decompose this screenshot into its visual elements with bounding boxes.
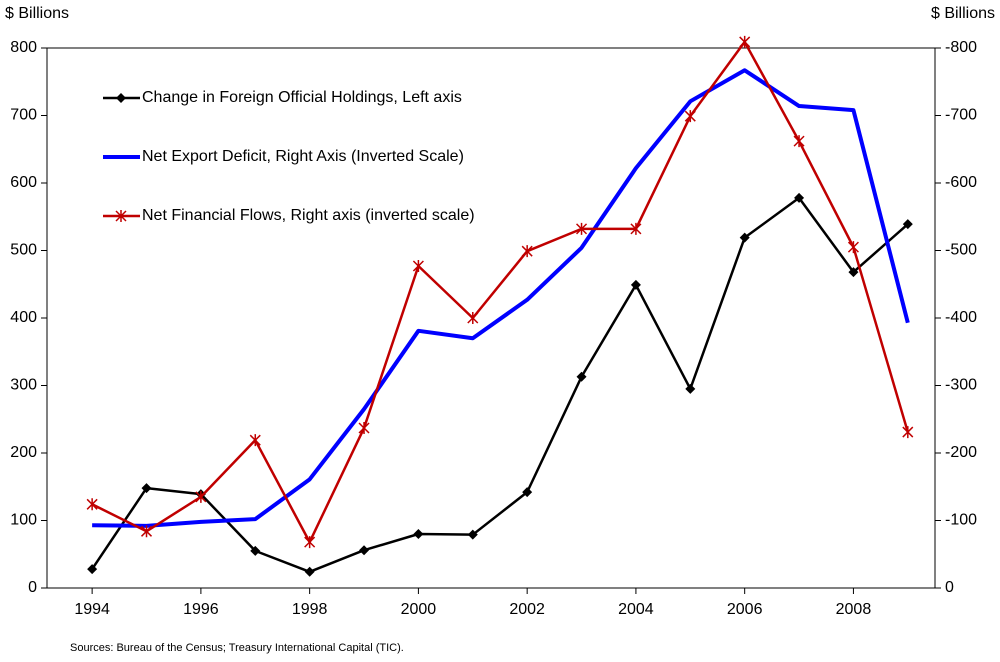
series-marker <box>576 222 588 235</box>
series-marker <box>467 312 479 324</box>
series-marker <box>250 545 261 556</box>
y-tick-label: 200 <box>10 444 37 461</box>
series-line <box>91 196 909 574</box>
y2-tick-label: -400 <box>945 309 977 326</box>
series-marker <box>359 545 370 556</box>
series-marker <box>140 525 153 538</box>
y2-tick-label: -700 <box>945 107 977 124</box>
series-marker <box>847 241 859 254</box>
x-tick-label: 2004 <box>618 601 654 618</box>
y-tick-label: 400 <box>10 309 37 326</box>
series-marker <box>87 564 98 575</box>
series-marker <box>848 267 859 278</box>
series-marker <box>522 487 533 498</box>
series-marker <box>304 536 316 549</box>
x-tick-label: 1996 <box>183 601 219 618</box>
y2-tick-label: -600 <box>945 174 977 191</box>
series-marker <box>794 192 805 203</box>
series-marker <box>195 490 207 503</box>
series-marker <box>902 219 913 230</box>
x-tick-label: 2000 <box>401 601 437 618</box>
y-tick-label: 0 <box>28 579 37 596</box>
series-marker <box>304 566 315 577</box>
y2-axis-label: $ Billions <box>931 5 995 22</box>
y-tick-label: 600 <box>10 174 37 191</box>
x-tick-label: 2006 <box>727 601 763 618</box>
series-marker <box>249 434 261 447</box>
series-marker <box>630 222 642 235</box>
series-marker <box>358 422 370 435</box>
legend-label: Net Export Deficit, Right Axis (Inverted… <box>142 148 464 165</box>
y2-tick-label: -300 <box>945 377 977 394</box>
x-tick-label: 1994 <box>74 601 110 618</box>
series-marker <box>86 498 98 511</box>
legend-label: Net Financial Flows, Right axis (inverte… <box>142 207 475 224</box>
plot-frame <box>46 47 936 589</box>
y-tick-label: 700 <box>10 107 37 124</box>
series-marker <box>141 483 152 494</box>
series-marker <box>793 135 805 148</box>
y-tick-label: 500 <box>10 242 37 259</box>
series-line <box>92 68 910 528</box>
y2-tick-label: 0 <box>945 579 954 596</box>
x-tick-label: 1998 <box>292 601 328 618</box>
legend-marker <box>115 210 127 222</box>
series-marker <box>576 371 587 382</box>
series-marker <box>902 426 914 439</box>
y-tick-label: 300 <box>10 377 37 394</box>
series-marker <box>467 529 478 540</box>
series-marker <box>739 35 751 48</box>
series-marker <box>684 110 696 123</box>
series-line <box>91 40 910 544</box>
series-marker <box>739 232 750 243</box>
y2-tick-label: -100 <box>945 512 977 529</box>
legend-label: Change in Foreign Official Holdings, Lef… <box>142 89 462 106</box>
y-axis-label: $ Billions <box>5 5 69 22</box>
y2-tick-label: -500 <box>945 242 977 259</box>
series-marker <box>413 529 424 539</box>
y-tick-label: 100 <box>10 512 37 529</box>
series-marker <box>630 279 641 290</box>
series-marker <box>412 260 424 273</box>
source-note: Sources: Bureau of the Census; Treasury … <box>70 642 404 654</box>
y2-tick-label: -800 <box>945 39 977 56</box>
x-tick-label: 2002 <box>509 601 545 618</box>
x-tick-label: 2008 <box>836 601 872 618</box>
series-marker <box>685 383 696 394</box>
legend-marker <box>116 93 126 103</box>
y-tick-label: 800 <box>10 39 37 56</box>
series-marker <box>521 245 533 258</box>
y2-tick-label: -200 <box>945 444 977 461</box>
